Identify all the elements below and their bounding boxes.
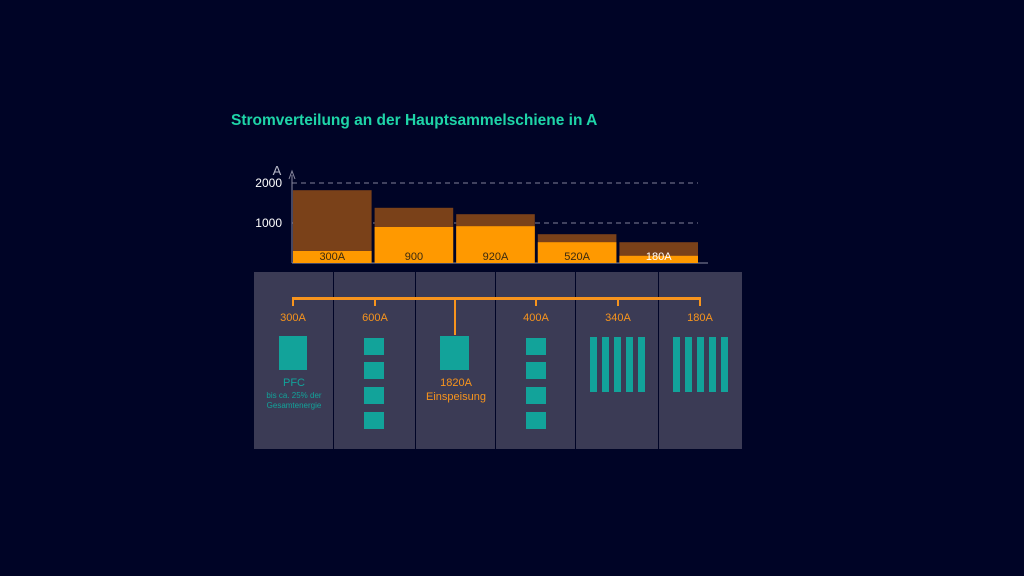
feeder-module bbox=[364, 338, 384, 355]
bar-label: 300A bbox=[319, 251, 345, 263]
vertical-module bbox=[602, 337, 609, 392]
y-tick-label: 2000 bbox=[255, 176, 282, 190]
chart-title: Stromverteilung an der Hauptsammelschien… bbox=[231, 112, 598, 129]
bar-total bbox=[293, 190, 372, 263]
cabinet-feed bbox=[416, 272, 496, 449]
current-label: 340A bbox=[605, 312, 631, 324]
busbar-drop bbox=[617, 297, 619, 306]
cabinet-4 bbox=[496, 272, 576, 449]
bar-label: 920A bbox=[483, 251, 509, 263]
pfc-module bbox=[279, 336, 307, 370]
feed-in-label: Einspeisung bbox=[426, 391, 486, 403]
y-axis-label: A bbox=[273, 163, 282, 178]
feeder-module bbox=[364, 412, 384, 429]
current-label: 400A bbox=[523, 312, 549, 324]
bar-current bbox=[537, 242, 617, 263]
y-axis-arrow bbox=[288, 169, 296, 180]
bar-label: 180A bbox=[646, 251, 672, 263]
vertical-module bbox=[697, 337, 704, 392]
vertical-module bbox=[721, 337, 728, 392]
feeder-module bbox=[364, 387, 384, 404]
bar-current bbox=[374, 227, 454, 263]
pfc-label: PFC bbox=[283, 377, 305, 389]
bar-label: 900 bbox=[405, 251, 423, 263]
busbar-drop bbox=[699, 297, 701, 306]
feeder-module bbox=[526, 338, 546, 355]
feeder-module bbox=[526, 412, 546, 429]
current-label: 300A bbox=[280, 312, 306, 324]
main-busbar bbox=[292, 297, 699, 300]
bar-label: 520A bbox=[564, 251, 590, 263]
cabinet-5 bbox=[576, 272, 659, 449]
cabinet-pfc bbox=[254, 272, 334, 449]
pfc-sublabel: Gesamtenergie bbox=[266, 401, 322, 410]
bar-current bbox=[456, 226, 535, 263]
vertical-module bbox=[673, 337, 680, 392]
y-tick-label: 1000 bbox=[255, 216, 282, 230]
feed-in-current: 1820A bbox=[440, 377, 472, 389]
cabinet-6 bbox=[659, 272, 743, 449]
busbar-drop bbox=[374, 297, 376, 306]
vertical-module bbox=[709, 337, 716, 392]
feed-in-module bbox=[440, 336, 469, 370]
busbar-drop bbox=[292, 297, 294, 306]
current-label: 600A bbox=[362, 312, 388, 324]
busbar-drop bbox=[454, 297, 456, 335]
bar-current bbox=[293, 251, 372, 263]
vertical-module bbox=[685, 337, 692, 392]
vertical-module bbox=[614, 337, 621, 392]
bar-current bbox=[619, 255, 698, 263]
feeder-module bbox=[526, 362, 546, 379]
feeder-module bbox=[364, 362, 384, 379]
cabinet-2 bbox=[334, 272, 416, 449]
vertical-module bbox=[638, 337, 645, 392]
vertical-module bbox=[626, 337, 633, 392]
switchboard-panel: 300A 600A 400A 340A 180A PFC bis ca. 25%… bbox=[254, 272, 743, 449]
feeder-module bbox=[526, 387, 546, 404]
current-label: 180A bbox=[687, 312, 713, 324]
pfc-sublabel: bis ca. 25% der bbox=[266, 391, 322, 400]
vertical-module bbox=[590, 337, 597, 392]
busbar-drop bbox=[535, 297, 537, 306]
